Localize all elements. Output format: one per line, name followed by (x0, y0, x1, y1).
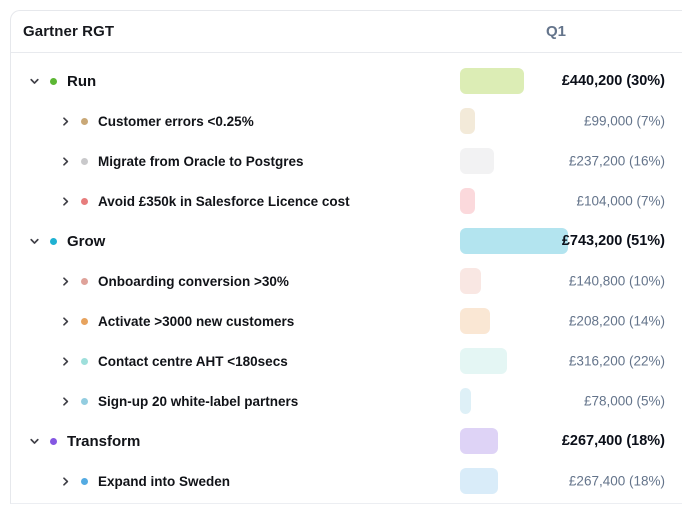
row-value-cell: £743,200 (51%) (460, 221, 682, 261)
chevron-right-icon[interactable] (59, 195, 71, 207)
row-value: £208,200 (14%) (568, 313, 665, 329)
category-dot-icon (81, 357, 88, 365)
row-value: £267,400 (18%) (561, 433, 665, 449)
chevron-right-icon[interactable] (59, 275, 71, 287)
category-dot-icon (81, 277, 88, 285)
row-label-group: Sign-up 20 white-label partners (11, 394, 460, 409)
row-label-group: Migrate from Oracle to Postgres (11, 154, 460, 169)
table-header: Gartner RGT Q1 (11, 11, 682, 53)
row-label: Activate >3000 new customers (98, 313, 295, 329)
category-dot-icon (81, 117, 88, 125)
row-value-cell: £104,000 (7%) (460, 181, 682, 221)
row-value: £78,000 (5%) (583, 393, 665, 409)
rgt-table-card: Gartner RGT Q1 Run £440,200 (30%) Custom… (10, 10, 682, 504)
value-bar (460, 388, 471, 414)
row-value: £316,200 (22%) (568, 353, 665, 369)
tree-rows: Run £440,200 (30%) Customer errors <0.25… (11, 53, 682, 501)
row-label-group: Transform (11, 433, 460, 450)
row-value: £743,200 (51%) (561, 233, 665, 249)
value-bar (460, 268, 481, 294)
value-bar (460, 308, 490, 334)
chevron-right-icon[interactable] (59, 475, 71, 487)
category-dot-icon (81, 477, 88, 485)
table-row[interactable]: Activate >3000 new customers £208,200 (1… (11, 301, 682, 341)
chevron-right-icon[interactable] (59, 315, 71, 327)
row-value: £140,800 (10%) (568, 273, 665, 289)
row-label: Run (67, 72, 97, 90)
row-value-cell: £440,200 (30%) (460, 61, 682, 101)
row-value-cell: £78,000 (5%) (460, 381, 682, 421)
category-dot-icon (81, 157, 88, 165)
table-row[interactable]: Onboarding conversion >30% £140,800 (10%… (11, 261, 682, 301)
row-value: £237,200 (16%) (568, 153, 665, 169)
row-label: Sign-up 20 white-label partners (98, 393, 299, 409)
chevron-down-icon[interactable] (28, 75, 40, 87)
table-row[interactable]: Expand into Sweden £267,400 (18%) (11, 461, 682, 501)
row-value-cell: £99,000 (7%) (460, 101, 682, 141)
category-dot-icon (81, 197, 88, 205)
row-value-cell: £208,200 (14%) (460, 301, 682, 341)
row-label: Contact centre AHT <180secs (98, 353, 288, 369)
value-bar (460, 148, 494, 174)
value-bar (460, 68, 524, 94)
chevron-right-icon[interactable] (59, 155, 71, 167)
chevron-right-icon[interactable] (59, 115, 71, 127)
row-value: £104,000 (7%) (576, 193, 665, 209)
row-value-cell: £140,800 (10%) (460, 261, 682, 301)
row-label: Migrate from Oracle to Postgres (98, 153, 304, 169)
row-label-group: Customer errors <0.25% (11, 114, 460, 129)
table-row[interactable]: Customer errors <0.25% £99,000 (7%) (11, 101, 682, 141)
value-bar (460, 108, 475, 134)
row-value-cell: £237,200 (16%) (460, 141, 682, 181)
value-bar (460, 188, 475, 214)
row-value-cell: £316,200 (22%) (460, 341, 682, 381)
row-label: Customer errors <0.25% (98, 113, 254, 129)
row-label-group: Grow (11, 233, 460, 250)
row-label-group: Onboarding conversion >30% (11, 274, 460, 289)
row-label: Onboarding conversion >30% (98, 273, 289, 289)
value-bar (460, 228, 568, 254)
row-value: £267,400 (18%) (568, 473, 665, 489)
row-label-group: Expand into Sweden (11, 474, 460, 489)
row-label-group: Run (11, 73, 460, 90)
chevron-right-icon[interactable] (59, 395, 71, 407)
row-label: Avoid £350k in Salesforce Licence cost (98, 193, 350, 209)
table-row[interactable]: Run £440,200 (30%) (11, 61, 682, 101)
category-dot-icon (50, 437, 57, 445)
category-dot-icon (81, 317, 88, 325)
row-label: Transform (67, 432, 141, 450)
row-value: £99,000 (7%) (583, 113, 665, 129)
category-dot-icon (81, 397, 88, 405)
row-label-group: Avoid £350k in Salesforce Licence cost (11, 194, 460, 209)
table-row[interactable]: Contact centre AHT <180secs £316,200 (22… (11, 341, 682, 381)
category-dot-icon (50, 77, 57, 85)
table-row[interactable]: Grow £743,200 (51%) (11, 221, 682, 261)
value-bar (460, 348, 507, 374)
table-row[interactable]: Sign-up 20 white-label partners £78,000 … (11, 381, 682, 421)
value-bar (460, 428, 498, 454)
row-label: Expand into Sweden (98, 473, 231, 489)
row-label-group: Activate >3000 new customers (11, 314, 460, 329)
row-value: £440,200 (30%) (561, 73, 665, 89)
chevron-down-icon[interactable] (28, 235, 40, 247)
row-value-cell: £267,400 (18%) (460, 461, 682, 501)
row-label-group: Contact centre AHT <180secs (11, 354, 460, 369)
chevron-down-icon[interactable] (28, 435, 40, 447)
row-label: Grow (67, 232, 106, 250)
row-value-cell: £267,400 (18%) (460, 421, 682, 461)
table-title: Gartner RGT (23, 23, 115, 40)
value-bar (460, 468, 498, 494)
table-row[interactable]: Migrate from Oracle to Postgres £237,200… (11, 141, 682, 181)
table-row[interactable]: Transform £267,400 (18%) (11, 421, 682, 461)
chevron-right-icon[interactable] (59, 355, 71, 367)
column-header-q1[interactable]: Q1 (546, 23, 567, 40)
table-row[interactable]: Avoid £350k in Salesforce Licence cost £… (11, 181, 682, 221)
category-dot-icon (50, 237, 57, 245)
